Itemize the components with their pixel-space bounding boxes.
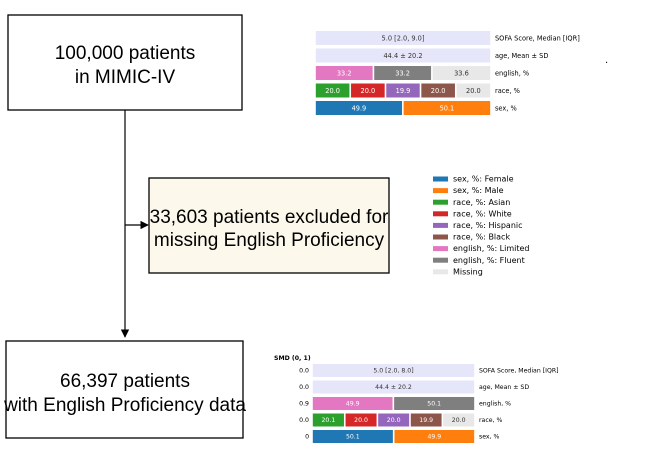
chart1-row-label-sex: sex, % — [495, 104, 517, 112]
chart1-bar-label-sex-0: 49.9 — [352, 104, 367, 112]
chart2-bar-race-2 — [378, 413, 410, 427]
summary-chart-all: 5.0 [2.0, 9.0] SOFA Score, Median [IQR] 44… — [315, 31, 580, 115]
chart2-smd-sofa-score-median-iqr: 0.0 — [299, 368, 309, 375]
chart1-bar-label-race-1: 20.0 — [361, 87, 376, 95]
legend-label-race-white: race, %: White — [453, 209, 512, 218]
chart2-row-label-sex: sex, % — [479, 434, 500, 441]
legend-label-english-fluent: english, %: Fluent — [453, 256, 525, 265]
chart1-bar-label-race-0: 20.0 — [325, 87, 340, 95]
exclusion-box-line-2: missing English Proficiency — [154, 230, 385, 251]
chart2-bar-label-sex-1: 49.9 — [427, 434, 441, 441]
chart1-bar-label-english-1: 33.2 — [395, 69, 410, 77]
chart1-bar-age-mean-sd-0 — [315, 48, 491, 63]
chart1-row-label-race: race, % — [495, 87, 520, 95]
chart2-row-label-english: english, % — [479, 401, 511, 408]
legend-label-race-hispanic: race, %: Hispanic — [453, 221, 523, 230]
chart2-bar-label-race-1: 20.0 — [354, 417, 368, 424]
chart2-bar-age-mean-sd-0 — [312, 380, 475, 394]
chart2-bar-label-english-0: 49.9 — [346, 401, 360, 408]
chart1-row-label-english: english, % — [495, 69, 529, 77]
final-cohort-box: 66,397 patients with English Proficiency… — [3, 340, 246, 439]
chart2-bar-label-race-2: 20.0 — [387, 417, 401, 424]
chart2-bar-race-1 — [345, 413, 377, 427]
legend-swatch-race-black — [433, 234, 448, 240]
chart1-bar-label-sofa-score-median-iqr-0: 5.0 [2.0, 9.0] — [382, 34, 425, 42]
chart2-smd-age-mean-sd: 0.0 — [299, 384, 309, 391]
chart1-bar-sex-0 — [315, 101, 403, 115]
stray-dot: . — [605, 55, 608, 66]
chart1-bar-label-race-2: 19.9 — [396, 87, 411, 95]
chart1-bar-label-english-2: 33.6 — [454, 69, 469, 77]
exclusion-box: 33,603 patients excluded for missing Eng… — [148, 177, 390, 274]
chart1-bar-label-english-0: 33.2 — [337, 69, 352, 77]
chart2-bar-race-0 — [312, 413, 344, 427]
legend-label-race-black: race, %: Black — [453, 233, 510, 242]
chart2-bar-label-race-0: 20.1 — [321, 417, 335, 424]
legend-swatch-missing — [433, 269, 448, 275]
legend-swatch-race-white — [433, 211, 448, 217]
chart2-bar-label-race-4: 20.0 — [452, 417, 466, 424]
chart2-bar-english-0 — [312, 397, 393, 410]
chart2-smd-race: 0.0 — [299, 417, 309, 424]
chart2-bar-label-sofa-score-median-iqr-0: 5.0 [2.0, 8.0] — [373, 368, 413, 375]
legend-label-english-limited: english, %: Limited — [453, 244, 530, 253]
final-cohort-box-line-1: 66,397 patients — [60, 371, 190, 392]
chart2-bar-label-race-3: 19.9 — [419, 417, 433, 424]
chart2-bar-label-sex-0: 50.1 — [346, 434, 360, 441]
legend-swatch-english-limited — [433, 246, 448, 252]
chart2-smd-sex: 0 — [305, 434, 309, 441]
legend-swatch-english-fluent — [433, 257, 448, 263]
legend-label-sex-female: sex, %: Female — [453, 175, 514, 184]
chart1-bar-english-1 — [374, 66, 432, 80]
chart2-bar-sex-0 — [312, 430, 393, 443]
chart1-bar-english-2 — [432, 66, 491, 80]
cohort-box-line-2: in MIMIC-IV — [75, 67, 176, 88]
legend-label-missing: Missing — [453, 267, 483, 276]
chart2-row-label-age-mean-sd: age, Mean ± SD — [479, 384, 529, 391]
chart2-smd-header: SMD (0, 1) — [274, 355, 311, 362]
cohort-box-line-1: 100,000 patients — [55, 43, 196, 64]
chart1-bar-race-4 — [456, 83, 491, 98]
final-cohort-box-line-2: with English Proficiency data — [3, 395, 246, 416]
exclusion-box-line-1: 33,603 patients excluded for — [150, 207, 389, 228]
chart2-bar-english-1 — [394, 397, 475, 410]
chart2-row-label-sofa-score-median-iqr: SOFA Score, Median [IQR] — [479, 368, 559, 375]
chart2-bar-race-4 — [443, 413, 475, 427]
chart2-bar-sex-1 — [394, 430, 475, 443]
chart1-bar-race-2 — [386, 83, 420, 98]
chart1-row-label-sofa-score-median-iqr: SOFA Score, Median [IQR] — [495, 34, 580, 42]
chart1-bar-label-sex-1: 50.1 — [440, 104, 455, 112]
legend-swatch-race-asian — [433, 199, 448, 205]
chart2-bar-race-3 — [410, 413, 442, 427]
chart2-row-label-race: race, % — [479, 417, 502, 424]
chart1-row-label-age-mean-sd: age, Mean ± SD — [495, 52, 548, 60]
legend-swatch-sex-female — [433, 176, 448, 182]
legend: sex, %: Female sex, %: Male race, %: Asian… — [433, 175, 530, 276]
chart1-bar-race-3 — [421, 83, 455, 98]
cohort-box: 100,000 patients in MIMIC-IV — [7, 14, 243, 111]
legend-swatch-sex-male — [433, 188, 448, 194]
legend-swatch-race-hispanic — [433, 222, 448, 228]
chart1-bar-race-1 — [351, 83, 385, 98]
chart1-bar-race-0 — [315, 83, 350, 98]
chart1-bar-english-0 — [315, 66, 373, 80]
chart1-bar-sofa-score-median-iqr-0 — [315, 31, 491, 45]
chart1-bar-sex-1 — [403, 101, 491, 115]
summary-chart-english-data: 5.0 [2.0, 8.0] SOFA Score, Median [IQR] 0.… — [274, 355, 559, 443]
chart1-bar-label-race-4: 20.0 — [466, 87, 481, 95]
legend-label-race-asian: race, %: Asian — [453, 198, 510, 207]
chart1-bar-label-age-mean-sd-0: 44.4 ± 20.2 — [383, 52, 422, 60]
chart2-smd-english: 0.9 — [299, 401, 309, 408]
chart2-bar-label-english-1: 50.1 — [427, 401, 441, 408]
chart2-bar-sofa-score-median-iqr-0 — [312, 364, 475, 377]
legend-label-sex-male: sex, %: Male — [453, 186, 504, 195]
chart1-bar-label-race-3: 20.0 — [431, 87, 446, 95]
chart2-bar-label-age-mean-sd-0: 44.4 ± 20.2 — [375, 384, 412, 391]
